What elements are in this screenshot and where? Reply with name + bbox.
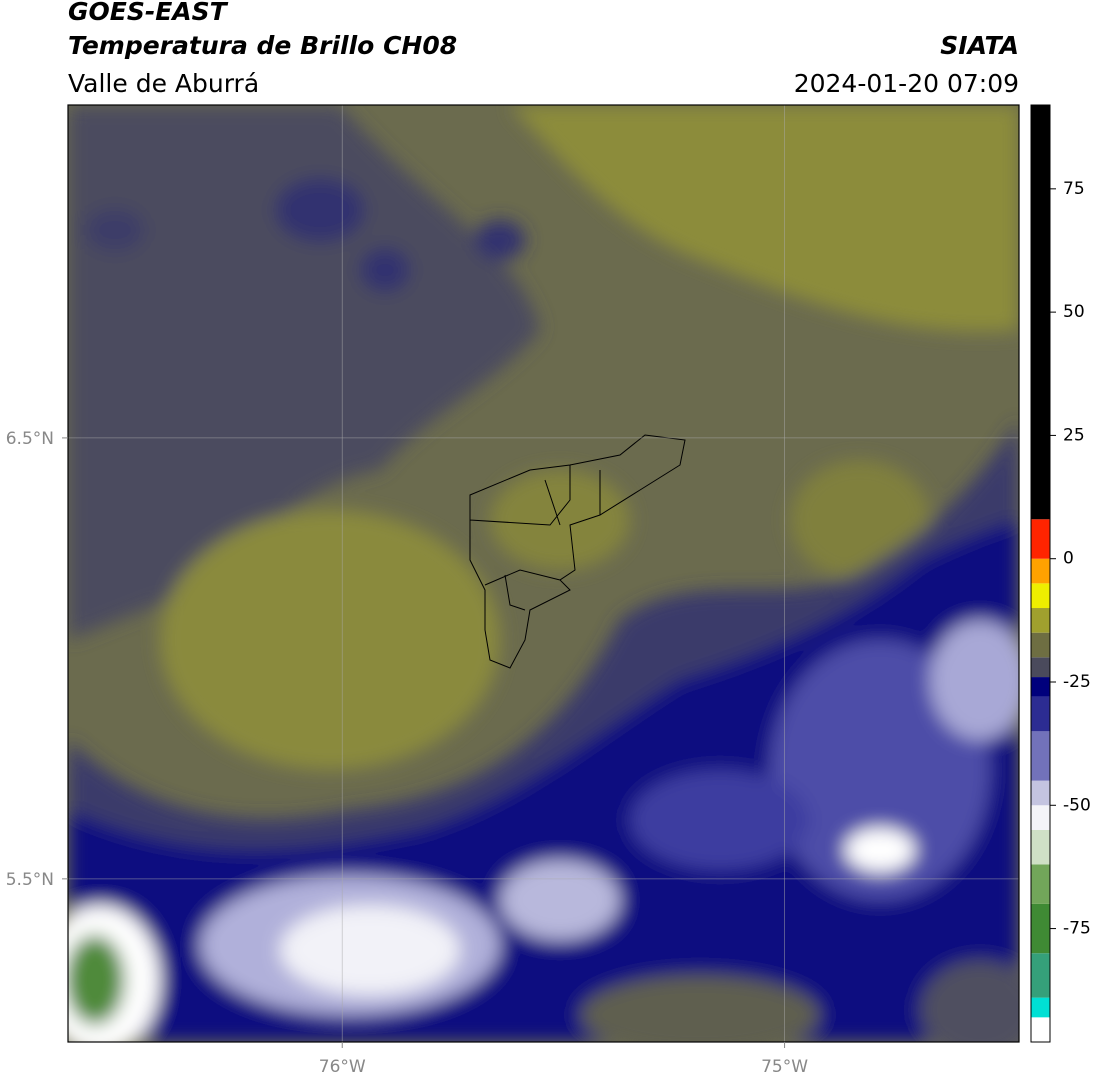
colorbar-tick-label: 75: [1063, 179, 1085, 199]
colorbar-segment: [1031, 519, 1050, 559]
colorbar-tick-label: 50: [1063, 302, 1085, 322]
x-tick-label: 75°W: [761, 1057, 808, 1077]
colorbar-segment: [1031, 903, 1050, 954]
colorbar-tick-label: -25: [1063, 672, 1091, 692]
colorbar-segment: [1031, 953, 1050, 998]
colorbar-segment: [1031, 696, 1050, 732]
y-tick-label: 5.5°N: [6, 870, 54, 890]
colorbar-tick-label: -50: [1063, 795, 1091, 815]
colorbar-tick-label: 0: [1063, 549, 1074, 569]
valley-boundary: [469, 434, 686, 669]
colorbar: -75 -50 -25 0 25 50 75: [1031, 105, 1091, 1042]
x-tick-label: 76°W: [319, 1057, 366, 1077]
datetime: 2024-01-20 07:09: [794, 69, 1019, 98]
colorbar-segment: [1031, 657, 1050, 678]
subtitle: Temperatura de Brillo CH08: [68, 31, 457, 60]
satellite-image: [68, 105, 1019, 1042]
y-tick-label: 6.5°N: [6, 429, 54, 449]
map-frame: [67, 104, 1020, 1043]
colorbar-segment: [1031, 864, 1050, 904]
colorbar-segment: [1031, 608, 1050, 633]
colorbar-segment: [1031, 780, 1050, 806]
colorbar-segment: [1031, 105, 1050, 520]
colorbar-segment: [1031, 583, 1050, 609]
colorbar-segment: [1031, 829, 1050, 865]
colorbar-segment: [1031, 805, 1050, 830]
colorbar-frame: [1030, 104, 1051, 1043]
title: GOES-EAST: [68, 0, 229, 26]
colorbar-segment: [1031, 731, 1050, 781]
colorbar-tick-label: 25: [1063, 425, 1085, 445]
grid: [68, 105, 1019, 1042]
colorbar-tick-label: -75: [1063, 919, 1091, 939]
colorbar-segment: [1031, 632, 1050, 658]
region: Valle de Aburrá: [68, 69, 259, 98]
colorbar-segment: [1031, 677, 1050, 697]
colorbar-segment: [1031, 997, 1050, 1018]
source: SIATA: [940, 31, 1019, 60]
colorbar-segment: [1031, 1017, 1050, 1042]
colorbar-segment: [1031, 558, 1050, 584]
